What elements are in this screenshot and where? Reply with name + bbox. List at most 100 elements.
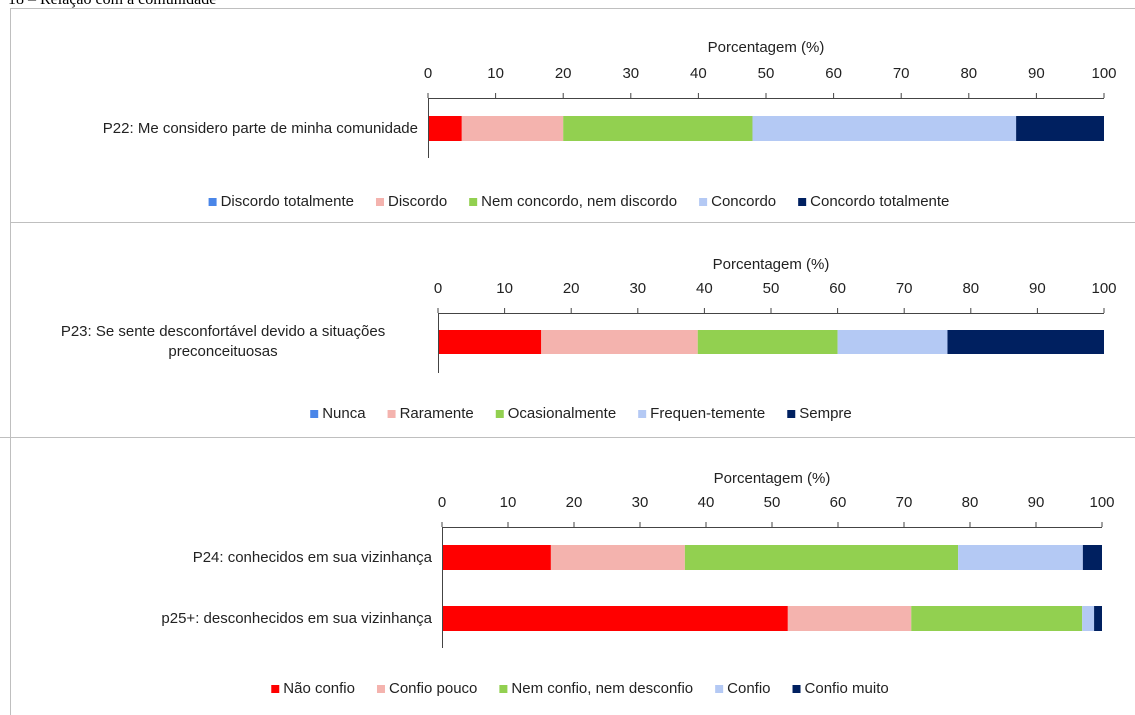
x-tick-label: 30 xyxy=(622,65,639,82)
axis-title: Porcentagem (%) xyxy=(713,256,830,273)
legend-swatch xyxy=(375,198,384,206)
x-tick-label: 100 xyxy=(1089,494,1114,511)
legend-swatch xyxy=(715,685,724,693)
legend-item: Ocasionalmente xyxy=(495,405,616,422)
bar-segment xyxy=(442,606,788,631)
legend-label: Nunca xyxy=(322,405,366,422)
legend-item: Raramente xyxy=(387,405,474,422)
bar-segment xyxy=(947,330,1104,354)
legend-label: Concordo xyxy=(711,193,776,210)
x-tick-label: 30 xyxy=(632,494,649,511)
x-tick-label: 0 xyxy=(438,494,446,511)
legend-label: Não confio xyxy=(283,680,355,697)
x-tick-label: 80 xyxy=(962,280,979,297)
legend-swatch xyxy=(376,685,385,693)
bar-segment xyxy=(1082,545,1102,570)
x-tick-label: 90 xyxy=(1028,494,1045,511)
x-tick-label: 0 xyxy=(424,65,432,82)
legend-swatch xyxy=(271,685,280,693)
x-tick-label: 100 xyxy=(1091,280,1116,297)
bar-segment xyxy=(563,116,753,141)
legend-item: Não confio xyxy=(271,680,355,697)
x-tick-label: 80 xyxy=(960,65,977,82)
legend-item: Concordo xyxy=(699,193,776,210)
x-tick-label: 90 xyxy=(1028,65,1045,82)
axis-title: Porcentagem (%) xyxy=(714,470,831,487)
bar-segment xyxy=(442,545,551,570)
x-tick-label: 40 xyxy=(690,65,707,82)
legend-swatch xyxy=(495,410,504,418)
bar-segment xyxy=(1094,606,1102,631)
bar-segment xyxy=(837,330,948,354)
legend-swatch xyxy=(310,410,319,418)
x-tick-label: 70 xyxy=(893,65,910,82)
x-tick-label: 50 xyxy=(763,280,780,297)
legend-swatch xyxy=(499,685,508,693)
legend-swatch xyxy=(699,198,708,206)
bar-segment xyxy=(752,116,1017,141)
category-label: P24: conhecidos em sua vizinhança xyxy=(192,548,432,566)
legend-item: Nem concordo, nem discordo xyxy=(469,193,677,210)
bar-segment xyxy=(787,606,912,631)
legend-label: Raramente xyxy=(400,405,474,422)
bar-segment xyxy=(438,330,542,354)
bar-segment xyxy=(958,545,1083,570)
axis-title: Porcentagem (%) xyxy=(708,39,825,56)
x-tick-label: 100 xyxy=(1091,65,1116,82)
legend-item: Sempre xyxy=(787,405,852,422)
legend-item: Discordo totalmente xyxy=(208,193,354,210)
legend-item: Confio xyxy=(715,680,771,697)
bar-segment xyxy=(1016,116,1104,141)
x-tick-label: 30 xyxy=(629,280,646,297)
legend-swatch xyxy=(787,410,796,418)
x-tick-label: 20 xyxy=(555,65,572,82)
legend-label: Nem concordo, nem discordo xyxy=(481,193,677,210)
x-tick-label: 70 xyxy=(896,494,913,511)
x-tick-label: 90 xyxy=(1029,280,1046,297)
x-tick-label: 50 xyxy=(758,65,775,82)
x-tick-label: 10 xyxy=(496,280,513,297)
bar-segment xyxy=(1082,606,1095,631)
category-label: p25+: desconhecidos em sua vizinhança xyxy=(161,609,432,627)
category-label: P22: Me considero parte de minha comunid… xyxy=(102,119,418,137)
x-tick-label: 10 xyxy=(487,65,504,82)
legend-swatch xyxy=(638,410,647,418)
heading: 18 – Relação com a comunidade xyxy=(8,0,216,9)
category-label: P23: Se sente desconfortável devido a si… xyxy=(60,323,386,360)
x-tick-label: 80 xyxy=(962,494,979,511)
legend-swatch xyxy=(469,198,478,206)
legend-item: Confio pouco xyxy=(376,680,477,697)
legend-label: Discordo xyxy=(388,193,447,210)
x-tick-label: 20 xyxy=(566,494,583,511)
x-tick-label: 70 xyxy=(896,280,913,297)
legend-item: Nem confio, nem desconfio xyxy=(499,680,693,697)
x-tick-label: 40 xyxy=(698,494,715,511)
legend-swatch xyxy=(208,198,217,206)
bar-segment xyxy=(911,606,1083,631)
legend-label: Confio xyxy=(727,680,770,697)
x-tick-label: 60 xyxy=(829,280,846,297)
x-tick-label: 20 xyxy=(563,280,580,297)
x-tick-label: 50 xyxy=(764,494,781,511)
legend-swatch xyxy=(387,410,396,418)
legend-item: Concordo totalmente xyxy=(798,193,949,210)
legend-swatch xyxy=(798,198,807,206)
legend-item: Confio muito xyxy=(792,680,889,697)
bar-segment xyxy=(428,116,462,141)
legend-label: Frequen-temente xyxy=(650,405,765,422)
legend-swatch xyxy=(792,685,801,693)
legend-label: Concordo totalmente xyxy=(810,193,949,210)
legend-item: Frequen-temente xyxy=(638,405,765,422)
legend-label: Discordo totalmente xyxy=(221,193,354,210)
x-tick-label: 0 xyxy=(434,280,442,297)
legend-label: Confio muito xyxy=(805,680,889,697)
bar-segment xyxy=(684,545,959,570)
x-tick-label: 40 xyxy=(696,280,713,297)
legend-label: Nem confio, nem desconfio xyxy=(511,680,693,697)
legend-item: Discordo xyxy=(375,193,447,210)
legend-label: Sempre xyxy=(799,405,852,422)
legend-item: Nunca xyxy=(310,405,366,422)
legend-label: Confio pouco xyxy=(389,680,477,697)
